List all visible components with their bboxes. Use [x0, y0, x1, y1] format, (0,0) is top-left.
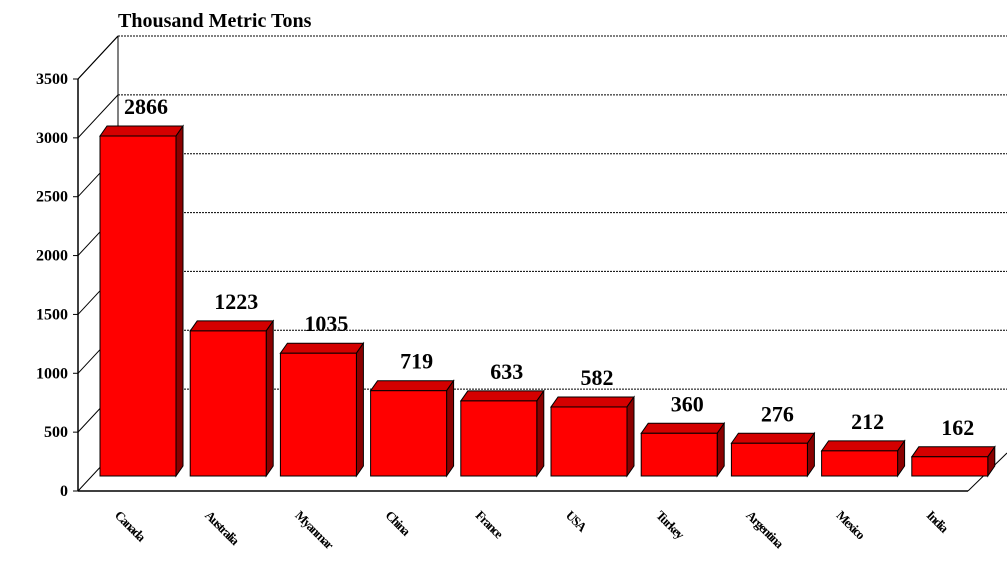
y-tick-label: 500: [44, 424, 68, 441]
data-labels: 2866 1223 1035 719 633 582 360 276 212 162: [124, 94, 974, 440]
bar: [640, 432, 718, 477]
data-label: 719: [400, 349, 433, 374]
bar: [911, 456, 989, 477]
data-label: 276: [761, 401, 794, 426]
bar-side: [536, 389, 545, 478]
data-label: 212: [851, 409, 884, 434]
gridline-diagonal: [77, 94, 119, 139]
bar-top: [99, 125, 184, 137]
bar: [189, 330, 267, 477]
x-tick-label: Myanmar: [292, 508, 337, 553]
x-tick-label: France: [473, 508, 507, 542]
x-tick-label: Turkey: [653, 508, 688, 543]
bar-side: [355, 341, 364, 478]
bar: [460, 400, 538, 477]
bar-top: [459, 390, 545, 402]
bar-side: [626, 395, 635, 478]
x-axis-ticks: Canada Australia Myanmar China France USA Turk…: [112, 508, 952, 553]
y-tick-label: 0: [60, 483, 68, 500]
bar: [99, 135, 177, 477]
bar-side: [175, 124, 184, 478]
bar: [821, 450, 899, 477]
bar: [730, 442, 808, 477]
data-label: 633: [490, 359, 523, 384]
bar: [550, 406, 628, 477]
bar-top: [369, 380, 455, 392]
x-tick-label: Australia: [202, 508, 243, 549]
data-label: 162: [941, 415, 974, 440]
data-label: 2866: [124, 94, 168, 119]
y-tick-label: 3000: [36, 130, 68, 147]
y-tick-label: 3500: [36, 71, 68, 88]
gridline-diagonal: [77, 35, 119, 80]
bar-top: [189, 320, 275, 332]
bar-top: [730, 432, 816, 444]
x-tick-label: India: [924, 508, 953, 537]
data-label: 360: [671, 391, 704, 416]
y-tick-label: 2000: [36, 248, 68, 265]
bar-top: [910, 446, 996, 458]
x-tick-label: Argentina: [743, 508, 787, 552]
bar-top: [550, 396, 635, 408]
bar-top: [640, 422, 726, 434]
bars: [99, 124, 996, 478]
bar: [279, 352, 357, 477]
bar-top: [820, 440, 906, 452]
data-label: 1035: [304, 311, 348, 336]
bar-top: [279, 342, 365, 354]
x-tick-label: USA: [563, 508, 591, 536]
bar-side: [716, 421, 725, 478]
y-tick-label: 1500: [36, 306, 68, 323]
y-axis-title: Thousand Metric Tons: [118, 10, 312, 32]
data-label: 1223: [214, 289, 258, 314]
y-axis-ticks: 0 500 1000 1500 2000 2500 3000 3500: [36, 71, 78, 500]
bar-side: [265, 319, 274, 478]
y-tick-label: 2500: [36, 189, 68, 206]
bar-side: [446, 379, 455, 478]
x-tick-label: China: [382, 508, 414, 540]
y-tick-label: 1000: [36, 365, 68, 382]
x-tick-label: Mexico: [833, 508, 868, 543]
x-tick-label: Canada: [112, 508, 149, 545]
data-label: 582: [581, 365, 614, 390]
bar: [370, 390, 448, 477]
